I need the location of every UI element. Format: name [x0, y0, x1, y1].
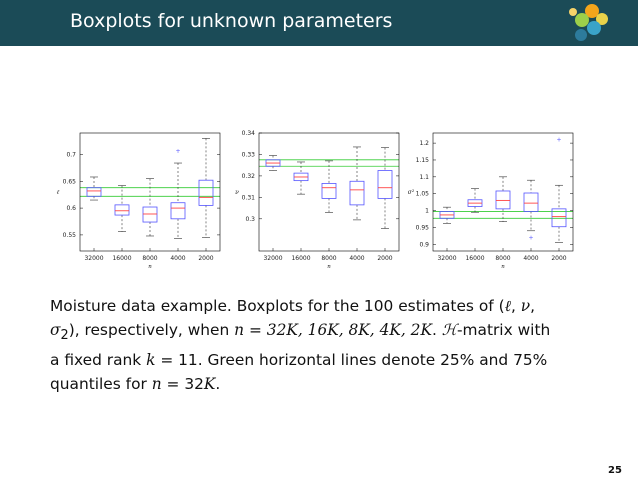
x-tick-label: 8000 [142, 255, 157, 262]
axes-frame [432, 132, 574, 252]
chart-nu: 0.3 0.31 0.32 0.33 0.34 32000 16000 8000 4000 200… [235, 130, 400, 270]
x-tick-label: 8000 [321, 255, 336, 262]
y-tick-label: 0.6 [66, 205, 76, 212]
y-axis-label: ν [235, 189, 239, 196]
box [321, 183, 337, 199]
x-tick-label: 4000 [170, 255, 185, 262]
x-tick-label: 32000 [263, 255, 282, 262]
chart-sigma2: + +0.9 0.95 1 1.05 1.1 1.15 1.2 32000 16000 8000 40… [408, 132, 574, 270]
y-tick-label: 0.31 [242, 194, 256, 201]
x-tick-label: 8000 [495, 255, 510, 262]
y-tick-label: 0.7 [66, 151, 76, 158]
y-tick-label: 0.34 [242, 130, 256, 137]
box [551, 208, 567, 228]
y-tick-label: 1.2 [419, 140, 429, 147]
box [198, 179, 214, 206]
slide-caption: Moisture data example. Boxplots for the … [50, 297, 551, 394]
x-tick-label: 32000 [437, 255, 456, 262]
y-axis-label: ℓ [57, 189, 60, 196]
box [349, 180, 365, 206]
institution-logo [569, 4, 608, 41]
box [86, 187, 102, 197]
box [523, 192, 539, 212]
chart-ell: +0.55 0.6 0.65 0.7 32000 16000 8000 4000 2000 n ℓ [57, 132, 221, 270]
x-tick-label: 32000 [84, 255, 103, 262]
y-tick-label: 1.05 [416, 191, 430, 198]
x-tick-label: 2000 [198, 255, 213, 262]
y-axis-label: σ² [408, 189, 415, 196]
x-tick-label: 16000 [112, 255, 131, 262]
x-axis-label: n [327, 264, 331, 270]
y-tick-label: 0.9 [419, 241, 429, 248]
y-tick-label: 1 [425, 208, 429, 215]
page-number: 25 [608, 465, 622, 476]
x-tick-label: 4000 [523, 255, 538, 262]
x-tick-label: 2000 [377, 255, 392, 262]
x-tick-label: 16000 [291, 255, 310, 262]
x-tick-label: 2000 [551, 255, 566, 262]
outlier-point: + [175, 148, 180, 155]
x-tick-label: 4000 [349, 255, 364, 262]
box [377, 170, 393, 199]
title-bar: Boxplots for unknown parameters [0, 0, 638, 46]
slide-title: Boxplots for unknown parameters [70, 10, 393, 32]
y-tick-label: 0.65 [63, 178, 77, 185]
y-tick-label: 0.33 [242, 151, 256, 158]
y-tick-label: 0.95 [416, 224, 430, 231]
y-tick-label: 1.15 [416, 157, 430, 164]
box [170, 202, 186, 220]
y-tick-label: 0.32 [242, 173, 256, 180]
outlier-point: + [528, 235, 533, 242]
box [114, 204, 130, 216]
y-tick-label: 0.55 [63, 232, 77, 239]
y-tick-label: 1.1 [419, 174, 429, 181]
box [142, 206, 158, 223]
y-tick-label: 0.3 [245, 216, 255, 223]
x-axis-label: n [501, 264, 505, 270]
box [495, 190, 511, 210]
outlier-point: + [556, 137, 561, 144]
x-tick-label: 16000 [465, 255, 484, 262]
x-axis-label: n [148, 264, 152, 270]
